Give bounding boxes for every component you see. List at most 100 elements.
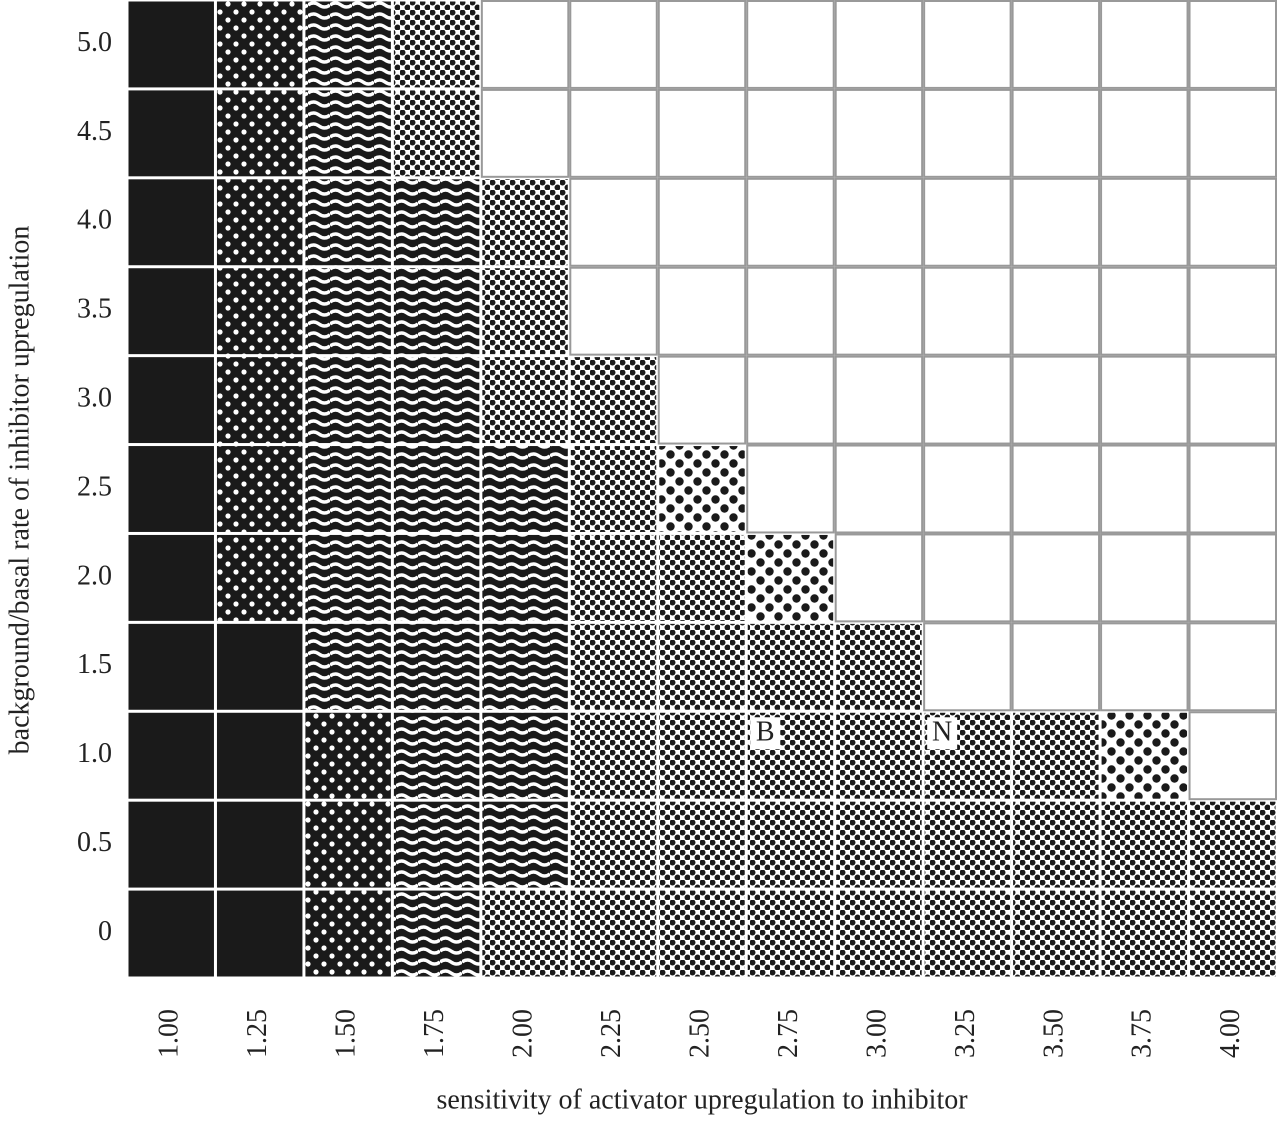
pattern-cell [923, 800, 1012, 889]
pattern-cell [304, 445, 392, 533]
pattern-cell [1100, 800, 1189, 889]
pattern-cell [746, 889, 835, 978]
pattern-cell [569, 88, 658, 178]
x-axis-title: sensitivity of activator upregulation to… [436, 1084, 968, 1115]
column-label: 2.75 [773, 1009, 804, 1058]
pattern-cell [569, 445, 658, 533]
pattern-cell [1012, 889, 1100, 978]
pattern-cell [1188, 444, 1277, 534]
pattern-cell [392, 622, 481, 711]
pattern-cell [746, 800, 835, 889]
pattern-cell [481, 533, 569, 622]
pattern-cell [834, 266, 924, 356]
pattern-cell [835, 622, 923, 711]
pattern-cell [834, 0, 924, 89]
pattern-cell [1188, 622, 1277, 712]
pattern-cell [1188, 0, 1277, 89]
pattern-cell [304, 889, 392, 978]
pattern-cell [569, 0, 658, 89]
pattern-cell [481, 800, 569, 889]
pattern-cell [1100, 0, 1189, 89]
pattern-cell [569, 800, 658, 889]
column-label: 4.00 [1215, 1009, 1246, 1058]
y-axis-title: background/basal rate of inhibitor upreg… [4, 226, 35, 755]
pattern-cell [127, 267, 215, 356]
pattern-cell [923, 533, 1012, 623]
pattern-cell [1188, 88, 1277, 178]
pattern-cell [569, 533, 658, 622]
column-label: 3.75 [1127, 1009, 1158, 1058]
pattern-cell [1011, 622, 1101, 712]
pattern-cell [127, 356, 215, 445]
pattern-cell [1100, 533, 1189, 623]
pattern-cell [746, 533, 835, 622]
pattern-cell [215, 0, 304, 89]
pattern-cell [923, 889, 1012, 978]
pattern-cell [657, 88, 747, 178]
pattern-cell [923, 622, 1012, 712]
pattern-cell [658, 533, 746, 622]
pattern-cell [480, 88, 570, 178]
pattern-cell [834, 533, 924, 623]
pattern-cell [835, 711, 923, 800]
pattern-cell [1100, 177, 1189, 267]
row-label: 1.0 [77, 738, 112, 769]
row-label: 4.0 [77, 205, 112, 236]
pattern-cell [127, 533, 215, 622]
pattern-cell [1100, 88, 1189, 178]
pattern-cell [215, 889, 304, 978]
pattern-cell [304, 711, 392, 800]
column-label: 1.50 [331, 1009, 362, 1058]
pattern-cell [215, 445, 304, 533]
pattern-cell [127, 89, 215, 178]
pattern-cell [304, 89, 392, 178]
column-label: 1.75 [419, 1009, 450, 1058]
pattern-cell [304, 533, 392, 622]
pattern-cell [215, 89, 304, 178]
pattern-cell [569, 889, 658, 978]
column-label: 1.25 [242, 1009, 273, 1058]
pattern-cell [657, 355, 747, 445]
pattern-cell [392, 267, 481, 356]
pattern-cell [1011, 88, 1101, 178]
pattern-cell [1100, 355, 1189, 445]
pattern-cell [304, 622, 392, 711]
annotation-box [750, 717, 781, 750]
annotation: B [756, 717, 775, 748]
column-label: 2.00 [507, 1009, 538, 1058]
pattern-cell [215, 267, 304, 356]
pattern-cell [392, 356, 481, 445]
pattern-cell [392, 445, 481, 533]
pattern-cell [392, 89, 481, 178]
pattern-cell [658, 800, 746, 889]
pattern-cell [1100, 711, 1189, 800]
pattern-cell [304, 0, 392, 89]
pattern-cell [304, 800, 392, 889]
pattern-cell [923, 444, 1012, 534]
pattern-cell [657, 177, 747, 267]
pattern-cell [127, 889, 215, 978]
pattern-cell [481, 356, 569, 445]
pattern-cell [1100, 889, 1189, 978]
pattern-cell [304, 178, 392, 267]
pattern-cell [1188, 177, 1277, 267]
pattern-cell [1012, 800, 1100, 889]
pattern-cell [392, 800, 481, 889]
pattern-cell [1011, 533, 1101, 623]
pattern-cell [392, 711, 481, 800]
pattern-cell [834, 177, 924, 267]
pattern-cell [923, 266, 1012, 356]
pattern-cell [215, 178, 304, 267]
column-label: 3.00 [861, 1009, 892, 1058]
pattern-cell [1011, 355, 1101, 445]
pattern-cell [746, 444, 835, 534]
pattern-cell [481, 622, 569, 711]
row-label: 0 [98, 916, 112, 947]
pattern-cell [923, 0, 1012, 89]
pattern-cell [481, 889, 569, 978]
pattern-cell [923, 88, 1012, 178]
pattern-cell [1100, 266, 1189, 356]
pattern-cell [1188, 355, 1277, 445]
pattern-cell [481, 445, 569, 533]
column-label: 3.50 [1038, 1009, 1069, 1058]
